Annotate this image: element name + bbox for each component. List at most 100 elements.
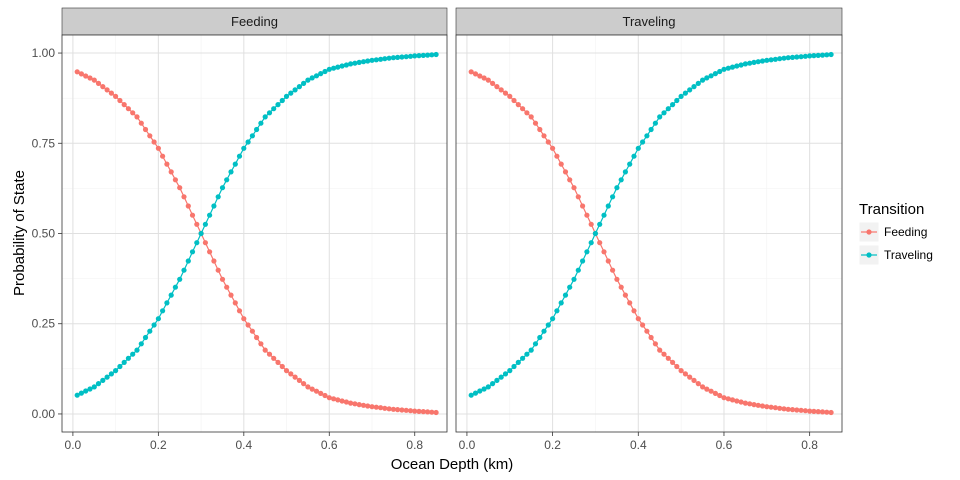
data-point bbox=[322, 68, 328, 75]
facet-strip-label: Feeding bbox=[231, 14, 278, 29]
data-point bbox=[738, 62, 744, 68]
data-point bbox=[177, 276, 183, 282]
data-point bbox=[121, 359, 127, 365]
data-point bbox=[407, 408, 414, 414]
data-point bbox=[785, 55, 791, 61]
data-point bbox=[113, 368, 119, 374]
data-point bbox=[550, 316, 556, 322]
data-point bbox=[472, 390, 479, 396]
data-point bbox=[597, 240, 603, 246]
data-point bbox=[172, 177, 178, 183]
data-point bbox=[588, 221, 594, 227]
data-point bbox=[215, 194, 221, 200]
data-point bbox=[481, 75, 487, 81]
data-point bbox=[815, 409, 821, 415]
data-point bbox=[545, 139, 551, 145]
data-point bbox=[292, 374, 298, 380]
data-point bbox=[652, 120, 659, 126]
data-point bbox=[734, 398, 740, 404]
data-point bbox=[712, 71, 719, 77]
x-tick-label: 0.0 bbox=[459, 438, 476, 452]
data-point bbox=[164, 300, 170, 306]
data-point bbox=[151, 139, 157, 145]
data-point bbox=[168, 169, 174, 175]
data-point bbox=[74, 69, 80, 75]
data-point bbox=[562, 292, 569, 298]
data-point bbox=[228, 169, 234, 175]
data-point bbox=[254, 126, 260, 133]
data-point bbox=[181, 194, 187, 200]
data-point bbox=[562, 169, 569, 175]
data-point bbox=[691, 84, 697, 90]
data-point bbox=[275, 359, 281, 365]
data-point bbox=[241, 316, 247, 322]
data-point bbox=[177, 185, 183, 191]
y-axis-title: Probability of State bbox=[11, 170, 28, 296]
data-point bbox=[575, 267, 581, 273]
data-point bbox=[305, 384, 311, 390]
data-point bbox=[515, 102, 521, 108]
data-point bbox=[138, 341, 144, 347]
legend-label: Feeding bbox=[884, 225, 927, 239]
data-point bbox=[670, 359, 676, 365]
data-point bbox=[558, 161, 564, 167]
data-point bbox=[682, 90, 689, 96]
data-point bbox=[648, 126, 654, 133]
data-point bbox=[365, 58, 371, 64]
data-point bbox=[729, 64, 736, 70]
legend-key-point bbox=[866, 252, 872, 258]
data-point bbox=[811, 53, 817, 59]
series-traveling bbox=[468, 51, 834, 398]
data-point bbox=[567, 177, 573, 183]
data-point bbox=[416, 53, 422, 59]
data-point bbox=[386, 55, 392, 61]
data-point bbox=[631, 153, 637, 159]
data-point bbox=[584, 249, 590, 255]
data-point bbox=[207, 249, 213, 255]
data-point bbox=[674, 97, 680, 104]
data-point bbox=[215, 267, 221, 273]
data-point bbox=[755, 59, 761, 65]
data-point bbox=[378, 405, 384, 411]
data-point bbox=[541, 328, 547, 334]
data-point bbox=[305, 77, 311, 83]
data-point bbox=[571, 185, 577, 191]
data-point bbox=[343, 62, 349, 68]
data-point bbox=[605, 258, 611, 264]
data-point bbox=[249, 133, 255, 139]
data-point bbox=[211, 258, 217, 264]
data-point bbox=[288, 90, 294, 96]
facet-strip bbox=[61, 7, 448, 36]
data-point bbox=[772, 405, 779, 411]
x-tick-label: 0.6 bbox=[716, 438, 733, 452]
data-point bbox=[309, 75, 315, 81]
data-point bbox=[104, 374, 110, 380]
data-point bbox=[275, 102, 281, 108]
data-point bbox=[412, 53, 418, 59]
data-point bbox=[335, 397, 341, 403]
data-point bbox=[113, 93, 119, 99]
facet-panel-0: Feeding bbox=[61, 7, 448, 433]
data-point bbox=[134, 114, 140, 120]
data-point bbox=[485, 384, 491, 390]
panel-border bbox=[455, 34, 843, 433]
data-point bbox=[352, 401, 358, 407]
data-point bbox=[283, 368, 290, 374]
data-point bbox=[614, 185, 620, 191]
data-point bbox=[807, 53, 813, 59]
data-point bbox=[326, 66, 332, 72]
data-point bbox=[622, 292, 629, 298]
data-point bbox=[468, 392, 474, 398]
data-point bbox=[704, 386, 710, 392]
data-point bbox=[373, 404, 379, 410]
data-point bbox=[644, 328, 650, 334]
data-point bbox=[828, 51, 834, 58]
data-point bbox=[640, 139, 646, 145]
y-axis-ticks: 0.00 0.25 0.50 0.75 1.00 bbox=[32, 46, 62, 421]
data-point bbox=[360, 402, 367, 408]
data-point bbox=[490, 381, 496, 387]
data-point bbox=[477, 73, 483, 79]
data-point bbox=[717, 392, 723, 399]
data-point bbox=[721, 395, 727, 401]
